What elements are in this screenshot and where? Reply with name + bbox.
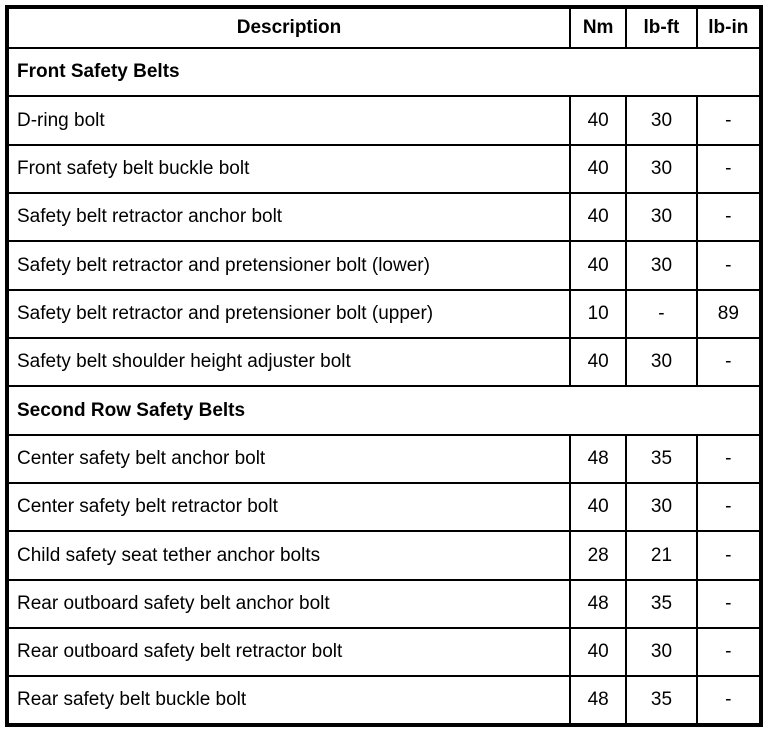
row-lb-ft-value: 30 <box>625 192 698 243</box>
row-description: Rear safety belt buckle bolt <box>6 675 571 726</box>
table-row: Safety belt retractor and pretensioner b… <box>6 288 763 340</box>
row-nm-value: 40 <box>568 95 628 146</box>
section-header-row: Second Row Safety Belts <box>6 385 762 436</box>
row-nm-value: 48 <box>568 578 628 630</box>
row-lb-ft-value: 30 <box>625 627 698 678</box>
row-nm-value: 10 <box>568 288 628 340</box>
row-lb-ft-value: 35 <box>625 433 698 485</box>
row-description: Center safety belt anchor bolt <box>6 433 571 485</box>
row-lb-ft-value: 21 <box>625 530 698 581</box>
row-lb-in-value: 89 <box>695 288 763 340</box>
table-row: Child safety seat tether anchor bolts 28… <box>6 530 763 581</box>
table-row: Rear safety belt buckle bolt 48 35 - <box>6 675 763 726</box>
row-lb-in-value: - <box>695 95 763 146</box>
torque-spec-table: Description Nm lb-ft lb-in Front Safety … <box>5 5 763 727</box>
row-lb-ft-value: 30 <box>625 482 698 533</box>
row-lb-in-value: - <box>695 337 763 388</box>
row-description: Safety belt retractor anchor bolt <box>6 192 571 243</box>
row-lb-ft-value: 30 <box>625 240 698 291</box>
table-row: Safety belt shoulder height adjuster bol… <box>6 337 763 388</box>
row-description: Safety belt shoulder height adjuster bol… <box>6 337 571 388</box>
section-title: Front Safety Belts <box>6 46 762 98</box>
column-header-lb-in: lb-in <box>695 6 763 49</box>
row-lb-ft-value: 30 <box>625 337 698 388</box>
row-nm-value: 40 <box>568 143 628 195</box>
row-lb-in-value: - <box>695 675 763 726</box>
row-lb-in-value: - <box>695 240 763 291</box>
row-nm-value: 40 <box>568 482 628 533</box>
row-description: Safety belt retractor and pretensioner b… <box>6 240 571 291</box>
header-row: Description Nm lb-ft lb-in <box>6 6 763 49</box>
row-description: Child safety seat tether anchor bolts <box>6 530 571 581</box>
row-nm-value: 40 <box>568 627 628 678</box>
row-lb-ft-value: 35 <box>625 675 698 726</box>
row-description: Safety belt retractor and pretensioner b… <box>6 288 571 340</box>
row-lb-ft-value: 30 <box>625 95 698 146</box>
row-lb-in-value: - <box>695 192 763 243</box>
row-lb-in-value: - <box>695 482 763 533</box>
row-lb-ft-value: 30 <box>625 143 698 195</box>
table-row: Front safety belt buckle bolt 40 30 - <box>6 143 763 195</box>
table-row: Rear outboard safety belt anchor bolt 48… <box>6 578 763 630</box>
column-header-description: Description <box>6 6 571 49</box>
row-nm-value: 40 <box>568 240 628 291</box>
section-header-row: Front Safety Belts <box>6 46 762 98</box>
row-lb-in-value: - <box>695 578 763 630</box>
row-nm-value: 40 <box>568 337 628 388</box>
row-description: D-ring bolt <box>6 95 571 146</box>
row-nm-value: 48 <box>568 675 628 726</box>
table-row: Safety belt retractor and pretensioner b… <box>6 240 763 291</box>
column-header-lb-ft: lb-ft <box>625 6 698 49</box>
table-row: D-ring bolt 40 30 - <box>6 95 763 146</box>
row-description: Rear outboard safety belt anchor bolt <box>6 578 571 630</box>
row-description: Rear outboard safety belt retractor bolt <box>6 627 571 678</box>
row-lb-in-value: - <box>695 433 763 485</box>
table-row: Center safety belt anchor bolt 48 35 - <box>6 433 763 485</box>
row-lb-ft-value: 35 <box>625 578 698 630</box>
column-header-nm: Nm <box>568 6 628 49</box>
row-lb-in-value: - <box>695 627 763 678</box>
row-nm-value: 40 <box>568 192 628 243</box>
row-description: Center safety belt retractor bolt <box>6 482 571 533</box>
row-nm-value: 28 <box>568 530 628 581</box>
section-title: Second Row Safety Belts <box>6 385 762 436</box>
row-lb-in-value: - <box>695 530 763 581</box>
row-lb-in-value: - <box>695 143 763 195</box>
table-row: Center safety belt retractor bolt 40 30 … <box>6 482 763 533</box>
table-row: Rear outboard safety belt retractor bolt… <box>6 627 763 678</box>
table-row: Safety belt retractor anchor bolt 40 30 … <box>6 192 763 243</box>
row-description: Front safety belt buckle bolt <box>6 143 571 195</box>
row-lb-ft-value: - <box>625 288 698 340</box>
row-nm-value: 48 <box>568 433 628 485</box>
